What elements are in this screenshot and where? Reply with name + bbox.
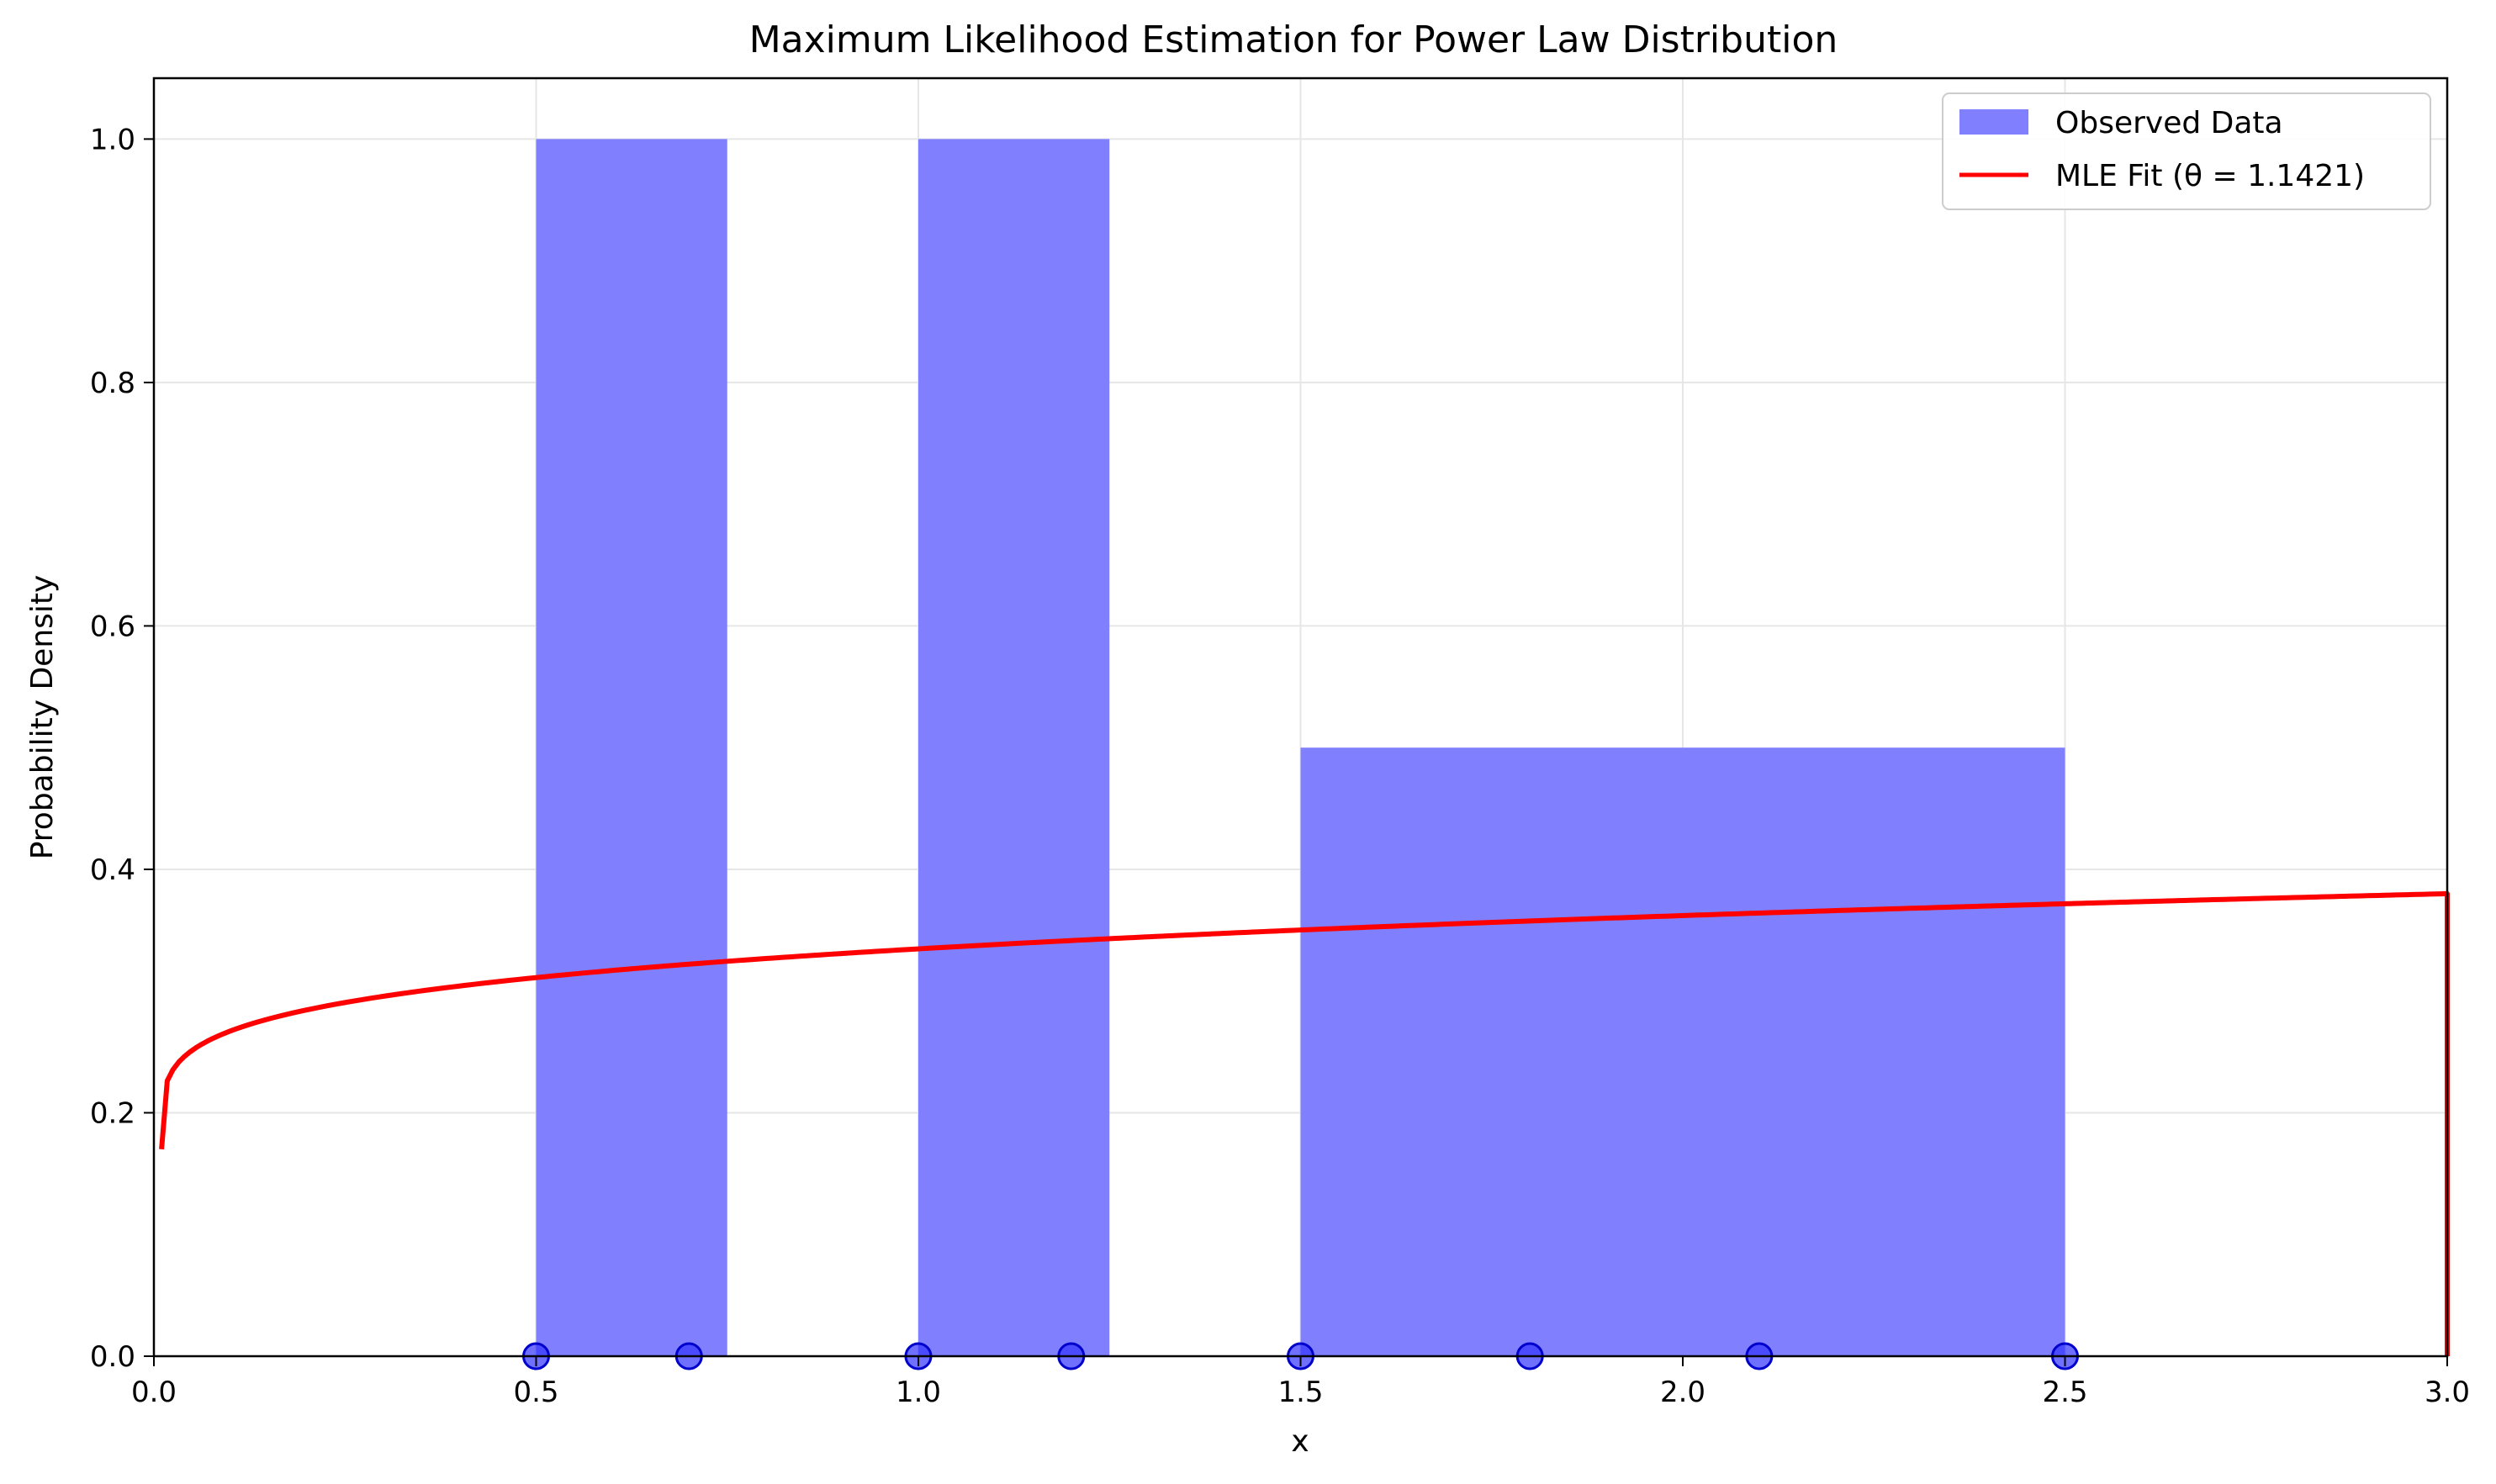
x-axis-ticks: 0.0 0.5 1.0 1.5 2.0 2.5 3.0 — [131, 1356, 2470, 1409]
x-tick-label: 1.5 — [1277, 1376, 1323, 1409]
x-tick-label: 2.5 — [2042, 1376, 2087, 1409]
x-tick-label: 3.0 — [2425, 1376, 2470, 1409]
y-tick-label: 0.8 — [90, 367, 135, 400]
legend: Observed Data MLE Fit (θ = 1.1421) — [1942, 92, 2431, 210]
histogram-bar — [536, 139, 727, 1356]
legend-swatch-observed — [1959, 109, 2028, 135]
mle-fit-line — [159, 890, 2450, 1356]
y-tick-label: 0.0 — [90, 1340, 135, 1374]
y-axis-ticks: 0.0 0.2 0.4 0.6 0.8 1.0 — [90, 123, 154, 1374]
x-tick-label: 0.0 — [131, 1376, 177, 1409]
legend-box — [1942, 92, 2431, 210]
x-tick-label: 0.5 — [513, 1376, 558, 1409]
x-tick-label: 1.0 — [896, 1376, 941, 1409]
y-tick-label: 1.0 — [90, 123, 135, 156]
histogram-bars — [536, 139, 2065, 1356]
x-axis-label: x — [1291, 1424, 1309, 1459]
histogram-bar — [918, 139, 1110, 1356]
histogram-bar — [1300, 747, 2065, 1356]
y-tick-label: 0.6 — [90, 610, 135, 643]
x-tick-label: 2.0 — [1660, 1376, 1705, 1409]
y-tick-label: 0.4 — [90, 853, 135, 887]
y-tick-label: 0.2 — [90, 1096, 135, 1130]
legend-label-observed: Observed Data — [2055, 106, 2283, 140]
legend-label-fit: MLE Fit (θ = 1.1421) — [2055, 159, 2365, 193]
y-axis-label: Probability Density — [25, 575, 60, 860]
fit-line-layer — [159, 890, 2450, 1356]
chart-title: Maximum Likelihood Estimation for Power … — [749, 18, 1838, 61]
